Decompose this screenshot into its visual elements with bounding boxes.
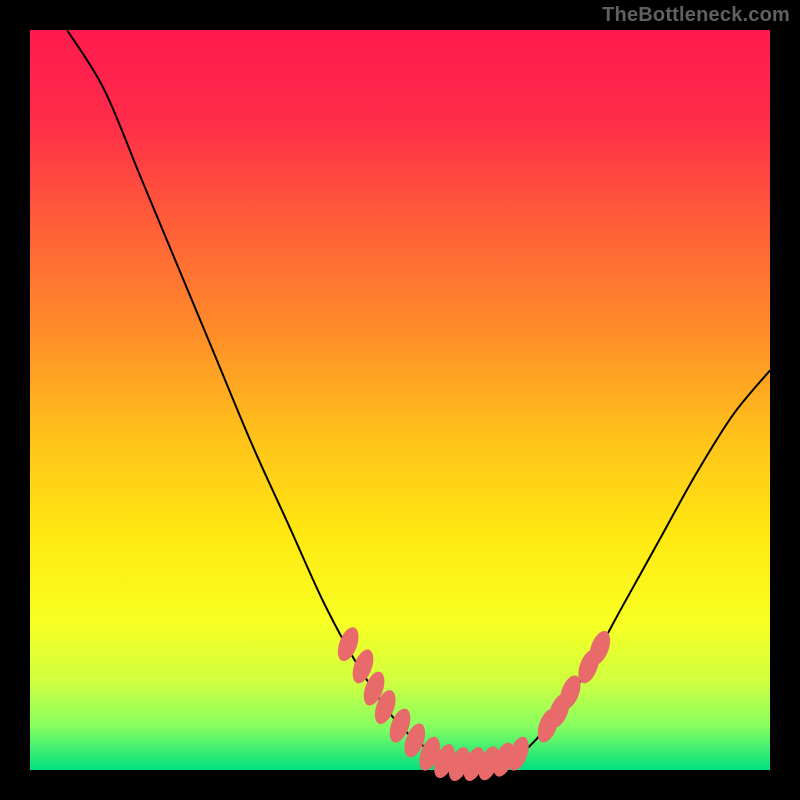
marker-group (334, 624, 614, 783)
chart-frame (30, 30, 770, 770)
watermark-text: TheBottleneck.com (602, 4, 790, 27)
main-curve-path (67, 30, 770, 765)
bottleneck-curve (30, 30, 770, 770)
